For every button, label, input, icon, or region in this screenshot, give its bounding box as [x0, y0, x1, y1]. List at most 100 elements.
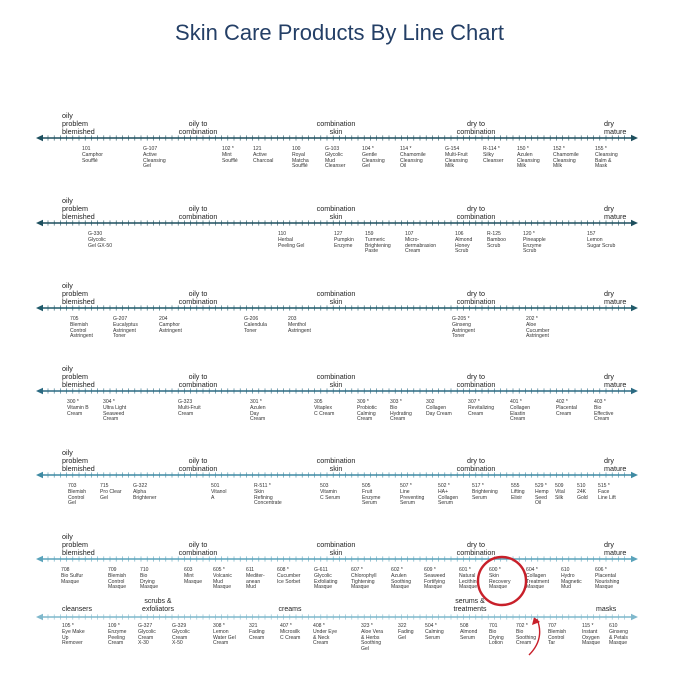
section-serums-product-line: 703 [68, 483, 77, 489]
section-cleansers-product: G-154 Multi-Fruit Cleansing Milk [445, 146, 468, 170]
section-serums-product-line: Serum [400, 500, 416, 507]
section-creams-product-line: Cream [390, 416, 406, 423]
section-masks-product-line: Ice Sorbet [277, 578, 301, 585]
section-cleansers-product-line: Mint [222, 151, 232, 158]
section-astringents-product-line: 203 [288, 316, 297, 322]
multi-product: G-327 Glycolic Cream X-30 [138, 623, 156, 647]
section-cleansers-product-line: Mask [595, 163, 608, 170]
multi-product-line: Drying [489, 634, 504, 641]
section-creams-product-line: Vitaplex [314, 404, 333, 411]
section-creams-product-line: C Cream [314, 410, 335, 417]
section-masks-product: 611 Mediter-anean Mud [246, 567, 265, 591]
multi-product-line: Soothing [516, 634, 537, 641]
section-scrubs-skin-combo-line: skin [329, 212, 343, 221]
section-scrubs-product-line: Herbal [278, 236, 294, 243]
section-creams-product: 304 * Ultra Light Seaweed Cream [103, 399, 126, 423]
section-serums-product-line: 505 [362, 483, 371, 489]
section-masks-product-line: Fortifying [424, 578, 445, 585]
section-masks-skin-dry: dry mature [604, 541, 626, 557]
section-serums-skin-combo-line: skin [329, 464, 343, 473]
section-cleansers-product-line: Glycolic [325, 151, 343, 158]
section-astringents-product-line: Blemish [70, 321, 89, 328]
multi-product: 504 * Calming Serum [425, 623, 444, 641]
section-serums-product-line: 529 * [535, 483, 547, 489]
multi-product-line: 115 * [582, 623, 594, 629]
multi-category-1-line: exfoliators [142, 606, 174, 613]
section-scrubs-skin-combo: combination skin [296, 205, 376, 221]
section-cleansers-skin-dry-line: mature [604, 127, 627, 136]
section-astringents-product-line: Astringent [159, 327, 182, 334]
section-masks-product-line: Collagen [526, 572, 547, 579]
section-masks-product-line: Exfoliating [314, 578, 338, 585]
section-serums-product-line: Line Lift [598, 494, 616, 501]
section-creams-product-line: Cream [357, 416, 373, 423]
multi-product-line: 508 [460, 623, 469, 629]
section-astringents-product-line: Eucalyptus [113, 321, 138, 328]
multi-product: 702 * Bio Soothing Cream [516, 623, 537, 647]
section-masks-product-line: Tightening [351, 578, 375, 585]
section-masks-product-line: Soothing [391, 578, 412, 585]
section-serums-product: 510 24K Gold [577, 483, 588, 501]
multi-product: 105 * Eye Make Up Remover [62, 623, 85, 647]
section-cleansers-product-line: G-154 [445, 146, 460, 152]
section-scrubs-product-line: Pineapple [523, 236, 546, 243]
section-cleansers-product-line: R-114 * [483, 146, 500, 152]
section-masks-product-line: Chlorophyll [351, 572, 377, 579]
section-cleansers-product-line: 101 [82, 146, 91, 152]
section-serums-skin-oily-line: blemished [62, 464, 95, 473]
section-masks-product-line: Drying [140, 578, 155, 585]
section-astringents-skin-dry_combo-line: combination [456, 297, 496, 306]
section-creams-product-line: Cream [594, 416, 610, 423]
multi-product-line: 407 * [280, 623, 292, 629]
multi-product: 407 * Microsilk C Cream [280, 623, 300, 641]
section-creams-product-line: Collagen [510, 404, 531, 411]
section-scrubs-product-line: Scrub [487, 242, 501, 249]
section-serums-skin-dry-line: dry [604, 456, 614, 465]
multi-category-3: serums & treatments [440, 598, 500, 614]
section-creams-product-line: Day Cream [426, 410, 452, 417]
section-cleansers-product-line: Cleansing [553, 157, 576, 164]
section-masks-product-line: 604 * [526, 567, 538, 573]
section-astringents-product-line: Control [70, 327, 87, 334]
section-astringents-product: 705 Blemish Control Astringent [70, 316, 93, 340]
section-creams-product: 309 * Probiotic Calming Cream [357, 399, 377, 423]
section-serums-skin-dry_combo-line: combination [456, 464, 496, 473]
section-cleansers-product-line: Gentle [362, 151, 378, 158]
section-serums-product-line: Elixir [511, 494, 523, 501]
multi-product-line: Enzyme [108, 628, 127, 635]
section-serums-product: 503 Vitamin C Serum [320, 483, 340, 501]
section-masks-skin-oily-line: oily [62, 532, 73, 541]
section-scrubs-product-line: Sugar Scrub [587, 242, 616, 249]
section-creams-skin-oily_combo-line: oily to [188, 372, 208, 381]
section-astringents-product: G-205 * Ginseng Astringent Toner [452, 316, 475, 340]
section-scrubs-skin-oily-line: problem [62, 204, 88, 213]
section-masks-product-line: Mud [246, 584, 256, 591]
section-masks-product-line: 610 [561, 567, 570, 573]
section-masks-skin-dry-line: dry [604, 540, 614, 549]
section-masks-skin-dry_combo: dry to combination [436, 541, 516, 557]
section-masks-skin-dry_combo-line: dry to [467, 540, 485, 549]
multi-product-line: 504 * [425, 623, 437, 629]
section-cleansers-skin-oily_combo-line: oily to [188, 119, 208, 128]
section-astringents-product-line: Astringent [70, 333, 93, 340]
section-serums-product-line: 510 [577, 483, 586, 489]
section-masks-product-line: 611 [246, 567, 255, 573]
section-astringents-product: G-207 Eucalyptus Astringent Toner [113, 316, 138, 340]
section-masks-product-line: Seaweed [424, 572, 446, 579]
multi-product: 707 Blemish Control Tar [548, 623, 566, 647]
section-scrubs-product-line: Glycolic [88, 236, 106, 243]
section-scrubs-product-line: 106 [455, 231, 464, 237]
multi-product-line: Oxygen [582, 634, 600, 641]
section-masks-product: 602 * Azulen Soothing Masque [391, 567, 412, 591]
multi-category-4-line: masks [596, 606, 617, 613]
multi-product-line: 322 [398, 623, 407, 629]
multi-category-1: scrubs & exfoliators [128, 598, 188, 614]
multi-product-line: Cream [516, 640, 532, 647]
section-cleansers-skin-dry: dry mature [604, 120, 626, 136]
section-cleansers-product-line: Cleansing [362, 157, 385, 164]
section-masks-product-line: 708 [61, 567, 70, 573]
multi-product-line: Bio [516, 628, 524, 635]
section-serums-product: 703 Blemish Control Gel [68, 483, 86, 507]
section-serums-skin-oily_combo-line: combination [178, 464, 218, 473]
multi-product-line: & Petals [609, 634, 628, 641]
